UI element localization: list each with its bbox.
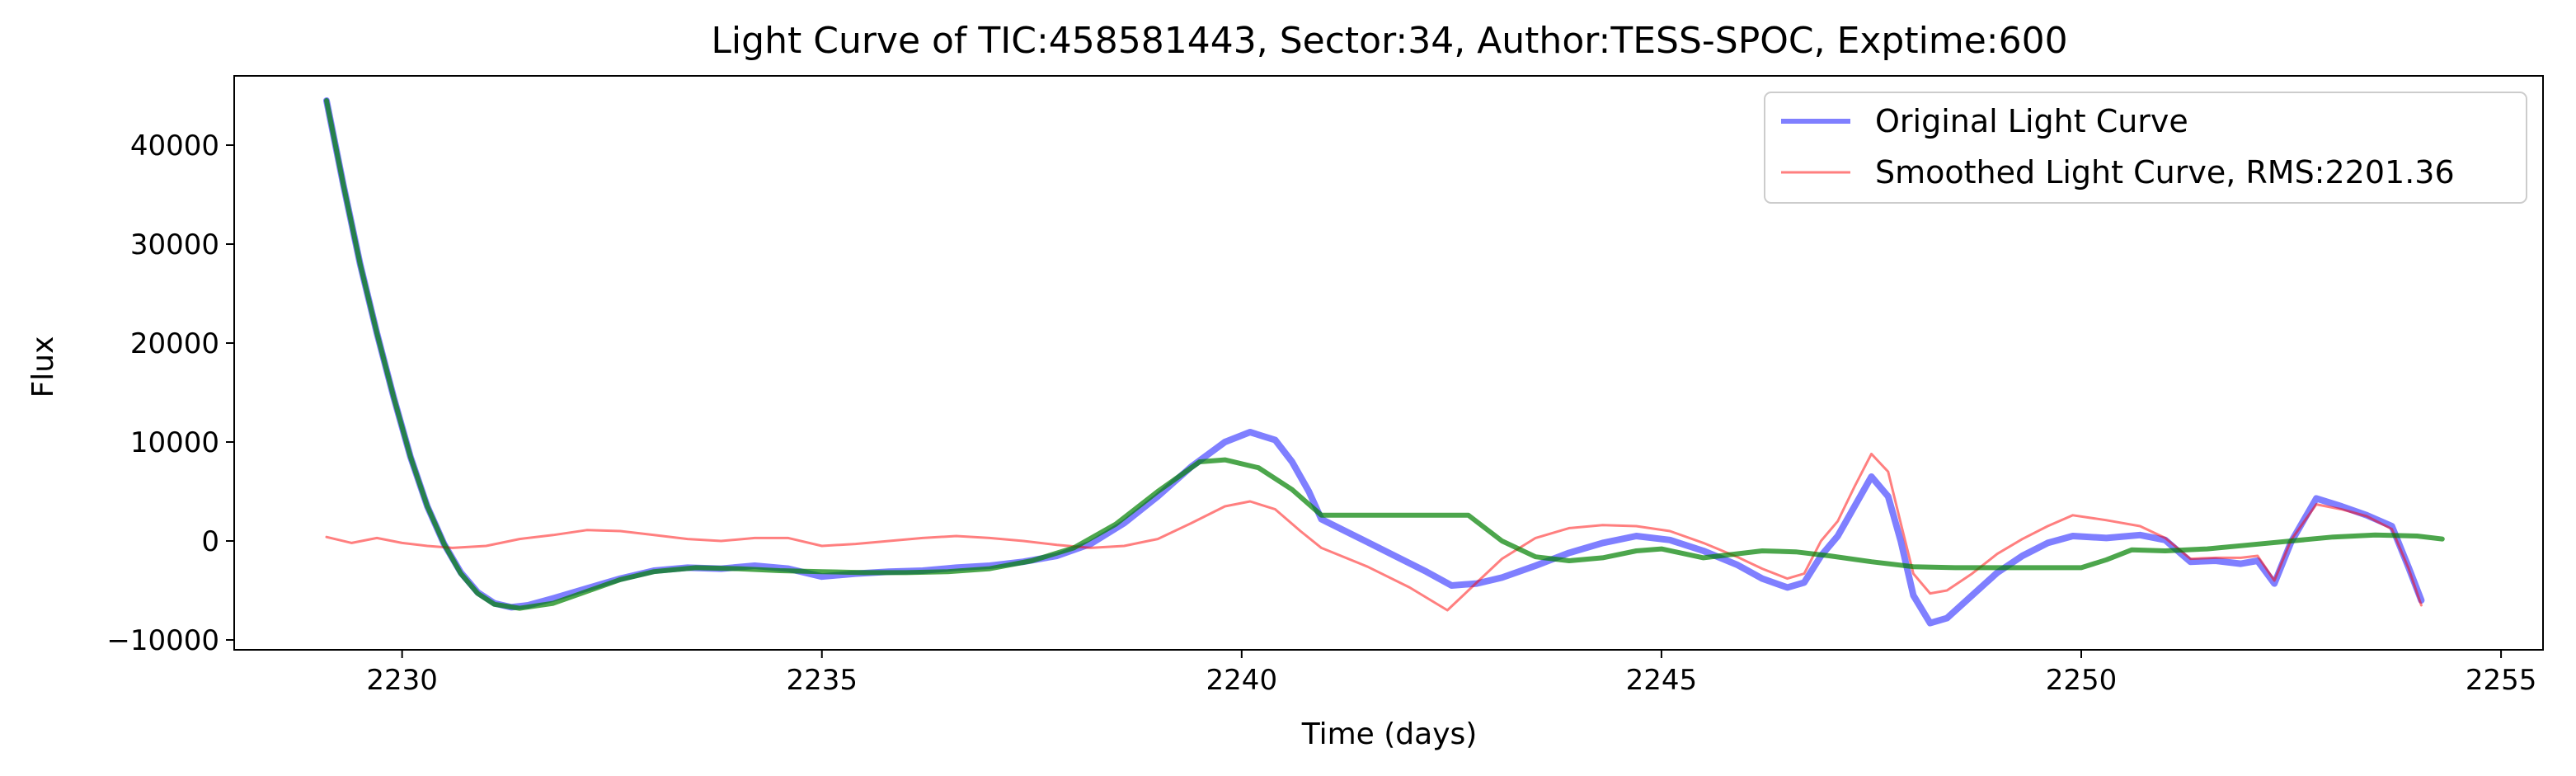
x-tick-label: 2235 xyxy=(786,664,858,697)
y-tick-label: 40000 xyxy=(130,129,219,162)
legend-label-original: Original Light Curve xyxy=(1875,103,2188,139)
series-trend-fit xyxy=(324,98,2445,611)
x-tick-label: 2240 xyxy=(1206,664,1278,697)
y-axis-label: Flux xyxy=(26,336,60,398)
series-smoothed-light-curve xyxy=(325,452,2423,612)
legend-box xyxy=(1764,92,2527,204)
x-tick-label: 2230 xyxy=(366,664,438,697)
series-original-light-curve xyxy=(323,97,2425,627)
x-axis-ticks: 2230 2235 2240 2245 2250 2255 xyxy=(366,650,2536,697)
x-tick-label: 2250 xyxy=(2046,664,2118,697)
x-tick-label: 2245 xyxy=(1626,664,1698,697)
x-axis-label: Time (days) xyxy=(1301,717,1478,751)
x-tick-label: 2255 xyxy=(2466,664,2537,697)
series-layer xyxy=(323,97,2445,627)
y-tick-label: 10000 xyxy=(130,426,219,459)
legend-label-smoothed: Smoothed Light Curve, RMS:2201.36 xyxy=(1875,154,2455,190)
plot-frame xyxy=(233,75,2544,651)
y-tick-label: 30000 xyxy=(130,228,219,261)
y-axis-ticks: −10000 0 10000 20000 30000 40000 xyxy=(106,129,234,657)
y-tick-label: −10000 xyxy=(106,624,219,657)
chart-title: Light Curve of TIC:458581443, Sector:34,… xyxy=(711,20,2067,62)
y-tick-label: 20000 xyxy=(130,327,219,360)
y-tick-label: 0 xyxy=(201,525,219,558)
legend: Original Light Curve Smoothed Light Curv… xyxy=(1764,92,2527,204)
